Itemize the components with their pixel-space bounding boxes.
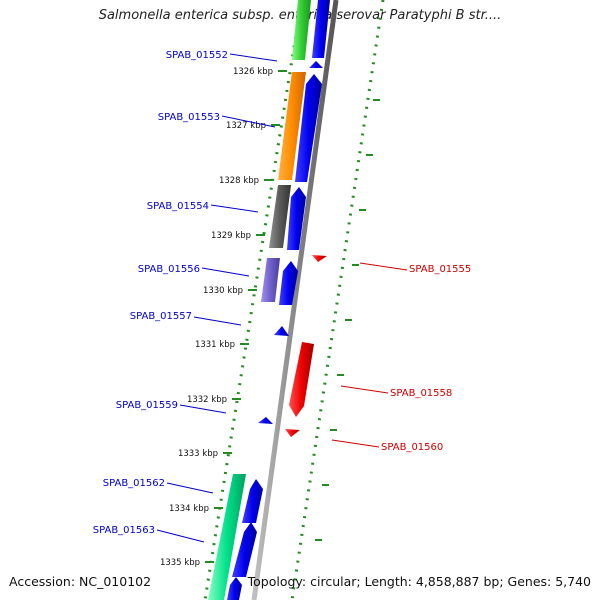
scale-tick: 1335 kbp xyxy=(160,558,214,568)
scale-tick-label: 1329 kbp xyxy=(211,231,251,241)
gene-label-right[interactable]: SPAB_01555 xyxy=(359,262,471,275)
gene-label-text[interactable]: SPAB_01562 xyxy=(103,478,165,489)
sequence-backbone xyxy=(251,0,339,600)
gene-label-left[interactable]: SPAB_01553 xyxy=(158,112,276,128)
reverse-cds[interactable] xyxy=(289,342,314,417)
genome-summary-text: Topology: circular; Length: 4,858,887 bp… xyxy=(247,574,591,589)
gene-label-right[interactable]: SPAB_01560 xyxy=(331,439,443,453)
forward-cds[interactable] xyxy=(232,522,257,577)
scale-tick: 1327 kbp xyxy=(226,121,280,131)
gene-label-text[interactable]: SPAB_01552 xyxy=(166,50,228,61)
forward-cds[interactable] xyxy=(242,479,263,523)
gene-label-left[interactable]: SPAB_01563 xyxy=(93,525,205,543)
gene-label-text[interactable]: SPAB_01556 xyxy=(138,264,200,275)
forward-cds[interactable] xyxy=(312,0,330,58)
scale-tick: 1329 kbp xyxy=(211,231,265,241)
scale-tick-label: 1334 kbp xyxy=(169,504,209,514)
scale-tick-label: 1332 kbp xyxy=(187,395,227,405)
gene-label-right[interactable]: SPAB_01558 xyxy=(340,385,452,399)
gene-label-text[interactable]: SPAB_01563 xyxy=(93,525,155,536)
forward-cds[interactable] xyxy=(287,187,306,250)
scale-ticks: 1326 kbp 1327 kbp 1328 kbp 1329 kbp 1330… xyxy=(160,67,287,568)
scale-tick: 1334 kbp xyxy=(169,504,223,514)
gene-label-left[interactable]: SPAB_01552 xyxy=(166,50,278,62)
scale-tick-label: 1327 kbp xyxy=(226,121,266,131)
scale-tick-label: 1335 kbp xyxy=(160,558,200,568)
cog-feature-teal[interactable] xyxy=(208,474,246,600)
scale-tick: 1331 kbp xyxy=(195,340,249,350)
gc-content-ring-outer xyxy=(290,0,385,600)
gene-label-left[interactable]: SPAB_01554 xyxy=(147,201,259,213)
cog-feature-green[interactable] xyxy=(292,0,311,60)
cog-feature-purple[interactable] xyxy=(261,258,280,302)
gene-label-text[interactable]: SPAB_01559 xyxy=(116,400,178,411)
scale-tick-label: 1333 kbp xyxy=(178,449,218,459)
gene-label-text[interactable]: SPAB_01560 xyxy=(381,442,443,453)
cog-feature-gray[interactable] xyxy=(269,185,291,248)
forward-cds[interactable] xyxy=(279,261,298,305)
forward-cds[interactable] xyxy=(258,417,273,424)
scale-tick: 1330 kbp xyxy=(203,286,257,296)
gene-label-text[interactable]: SPAB_01558 xyxy=(390,388,452,399)
scale-tick-label: 1326 kbp xyxy=(233,67,273,77)
gene-label-text[interactable]: SPAB_01554 xyxy=(147,201,209,212)
cog-feature-orange[interactable] xyxy=(278,72,306,180)
gene-label-left[interactable]: SPAB_01556 xyxy=(138,264,250,277)
accession-text: Accession: NC_010102 xyxy=(9,574,152,589)
forward-cds[interactable] xyxy=(309,61,323,68)
scale-tick: 1333 kbp xyxy=(178,449,232,459)
forward-cds[interactable] xyxy=(227,577,242,600)
scale-tick: 1326 kbp xyxy=(233,67,287,77)
gene-label-left[interactable]: SPAB_01559 xyxy=(116,400,227,414)
scale-tick-label: 1331 kbp xyxy=(195,340,235,350)
gene-label-text[interactable]: SPAB_01557 xyxy=(130,311,192,322)
scale-tick: 1332 kbp xyxy=(187,395,241,405)
scale-tick: 1328 kbp xyxy=(219,176,273,186)
gc-content-ring-inner xyxy=(203,9,302,600)
gene-label-text[interactable]: SPAB_01553 xyxy=(158,112,220,123)
gene-label-text[interactable]: SPAB_01555 xyxy=(409,264,471,275)
outer-ring-ticks xyxy=(315,99,380,541)
reverse-cds[interactable] xyxy=(285,429,300,437)
scale-tick-label: 1328 kbp xyxy=(219,176,259,186)
scale-tick-label: 1330 kbp xyxy=(203,286,243,296)
gene-label-left[interactable]: SPAB_01562 xyxy=(103,478,214,494)
gene-label-left[interactable]: SPAB_01557 xyxy=(130,311,242,326)
reverse-cds[interactable] xyxy=(312,255,327,262)
forward-cds[interactable] xyxy=(274,326,289,336)
forward-cds[interactable] xyxy=(295,74,322,182)
